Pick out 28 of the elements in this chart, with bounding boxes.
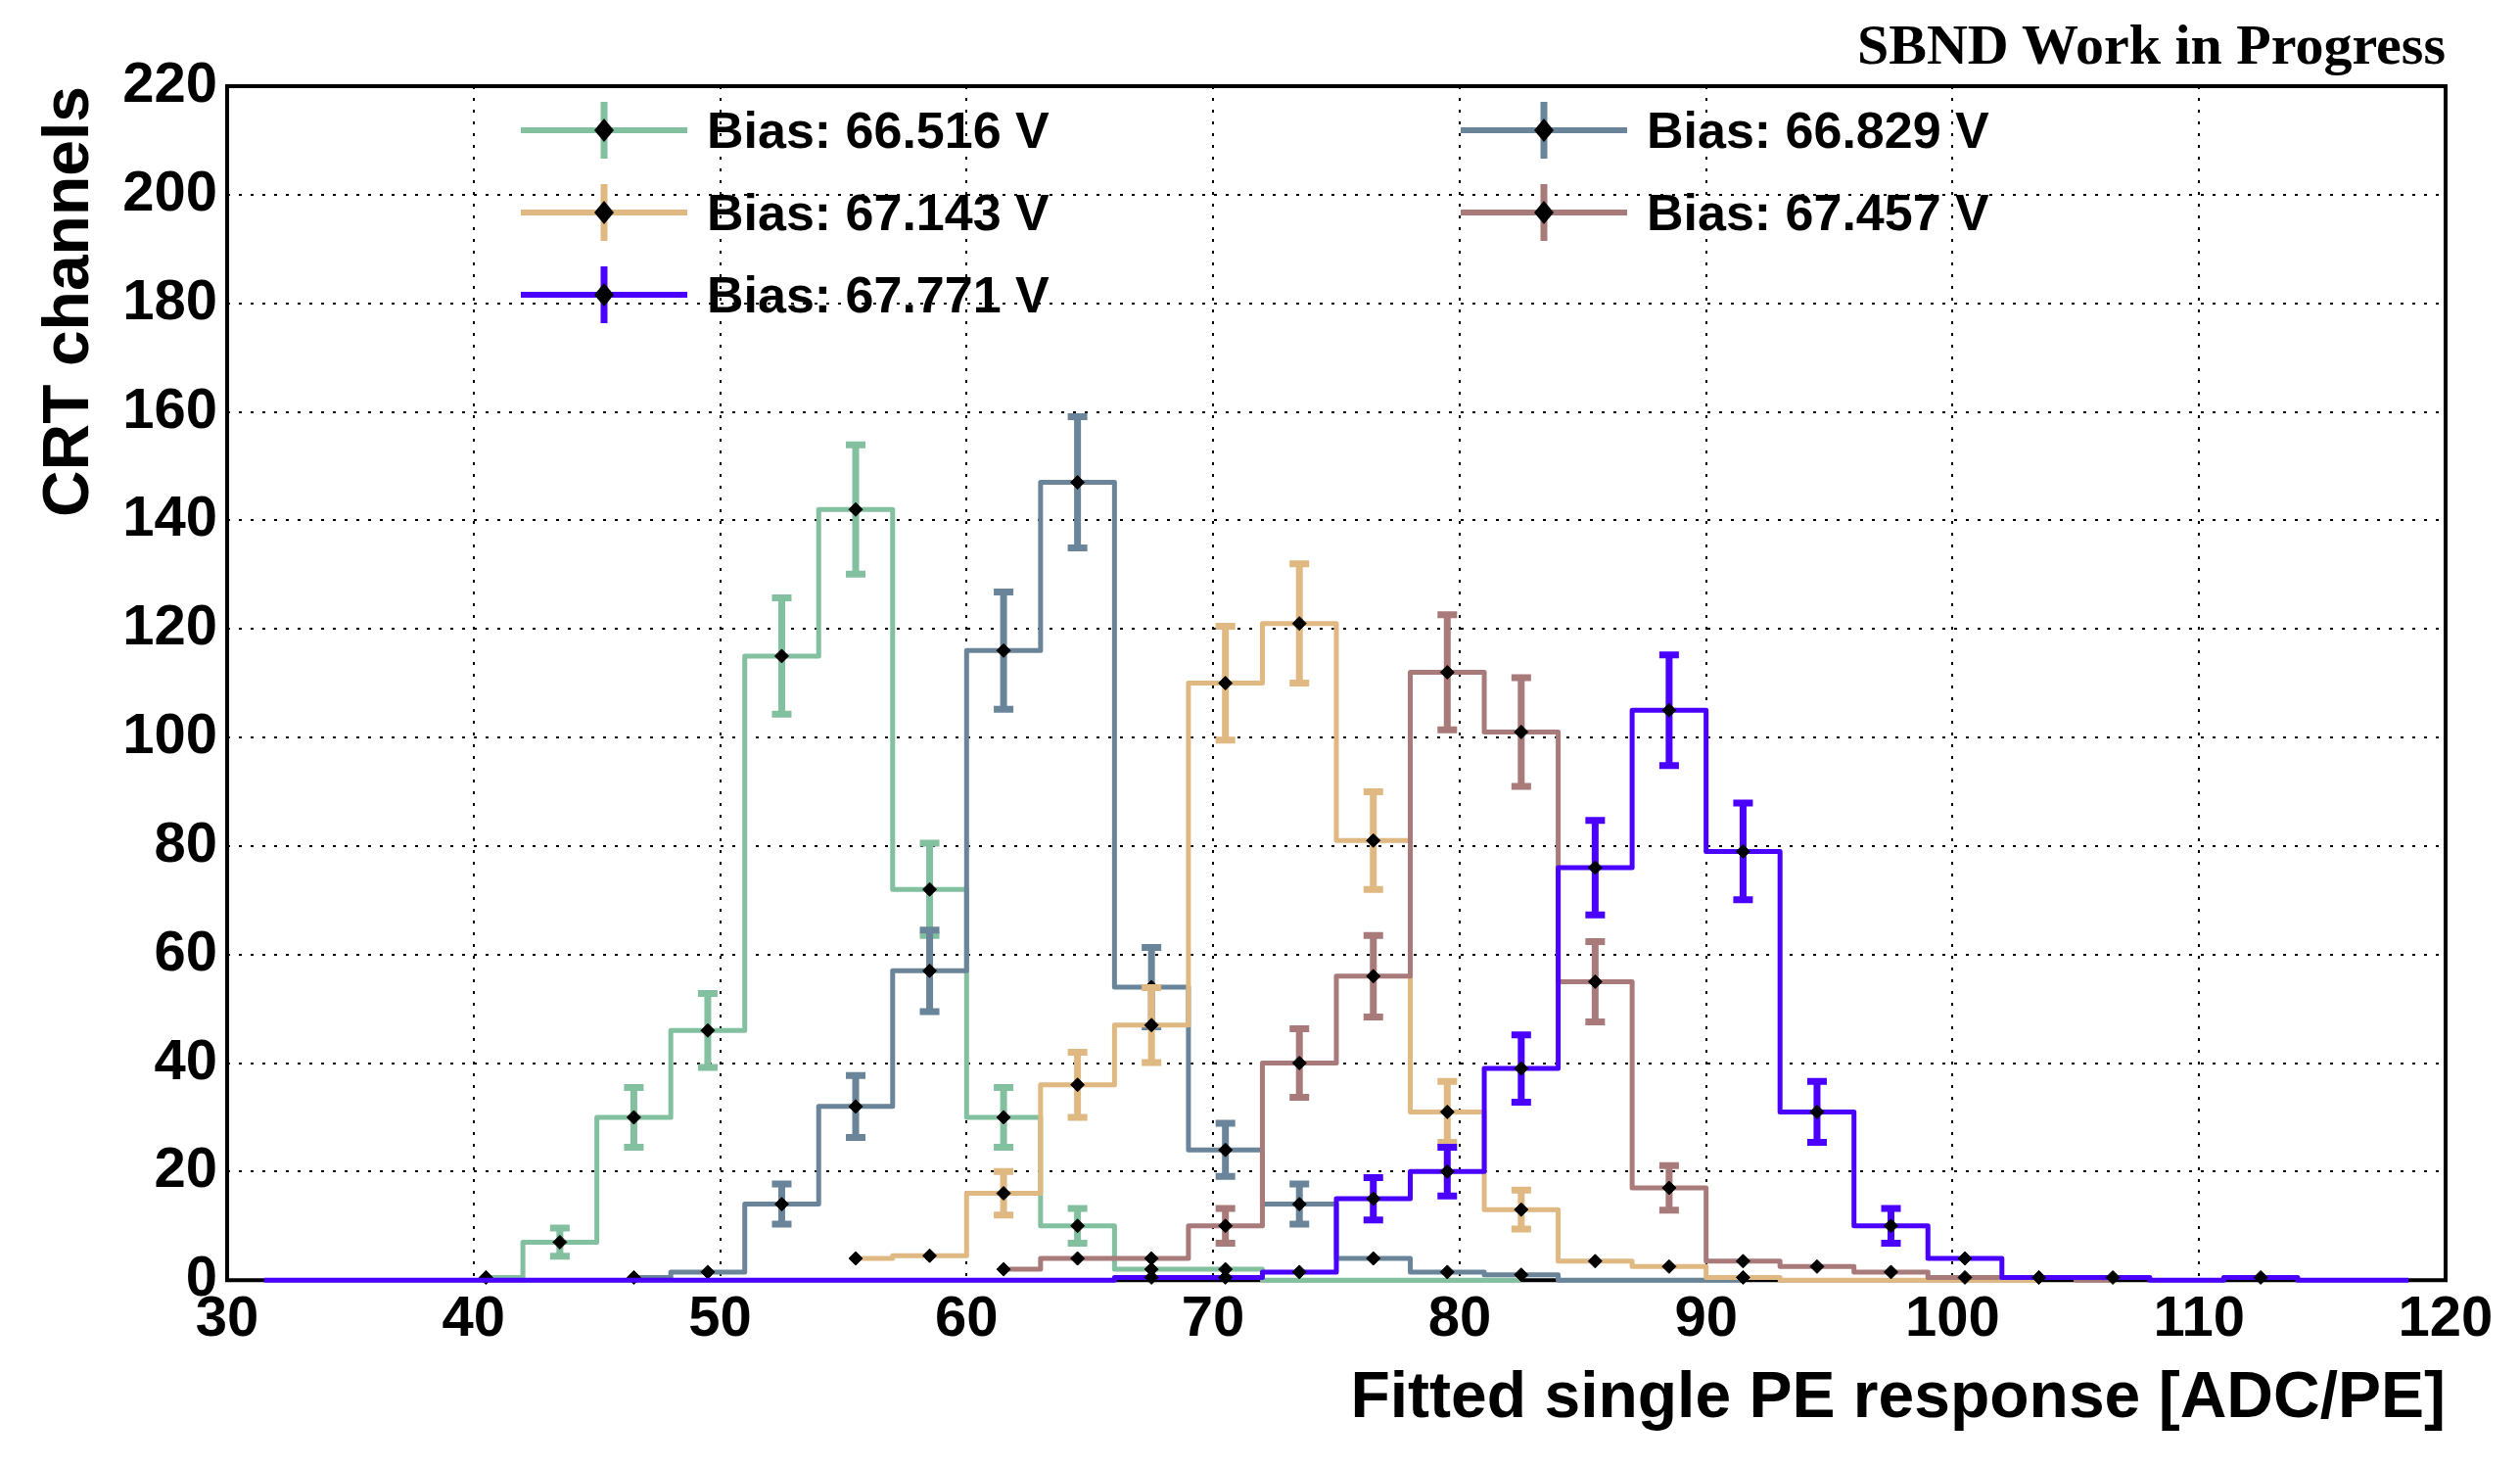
x-tick-label: 50 <box>688 1284 752 1348</box>
legend-label: Bias: 66.516 V <box>706 101 1050 160</box>
x-tick-label: 120 <box>2398 1284 2494 1348</box>
x-tick-label: 60 <box>935 1284 999 1348</box>
y-axis-title: CRT channels <box>28 86 102 518</box>
y-tick-label: 200 <box>122 158 217 222</box>
y-tick-label: 140 <box>122 484 217 548</box>
legend-label: Bias: 67.143 V <box>706 183 1050 242</box>
y-tick-label: 220 <box>122 50 217 114</box>
x-tick-label: 110 <box>2153 1284 2246 1348</box>
legend-label: Bias: 66.829 V <box>1646 101 1989 160</box>
y-tick-label: 40 <box>154 1026 217 1091</box>
x-tick-label: 100 <box>1905 1284 2000 1348</box>
y-tick-label: 160 <box>122 375 217 440</box>
legend-label: Bias: 67.771 V <box>706 265 1050 324</box>
x-tick-label: 40 <box>442 1284 506 1348</box>
x-axis-title: Fitted single PE response [ADC/PE] <box>1350 1357 2446 1431</box>
y-tick-label: 180 <box>122 266 217 331</box>
x-tick-label: 90 <box>1674 1284 1738 1348</box>
y-tick-label: 20 <box>154 1135 217 1200</box>
legend-label: Bias: 67.457 V <box>1646 183 1989 242</box>
y-tick-label: 100 <box>122 701 217 766</box>
y-tick-label: 80 <box>154 809 217 874</box>
y-tick-label: 60 <box>154 918 217 982</box>
y-tick-label: 120 <box>122 592 217 657</box>
text: SBND Work in Progress <box>1856 12 2446 77</box>
x-tick-label: 80 <box>1427 1284 1492 1348</box>
x-tick-label: 70 <box>1181 1284 1245 1348</box>
